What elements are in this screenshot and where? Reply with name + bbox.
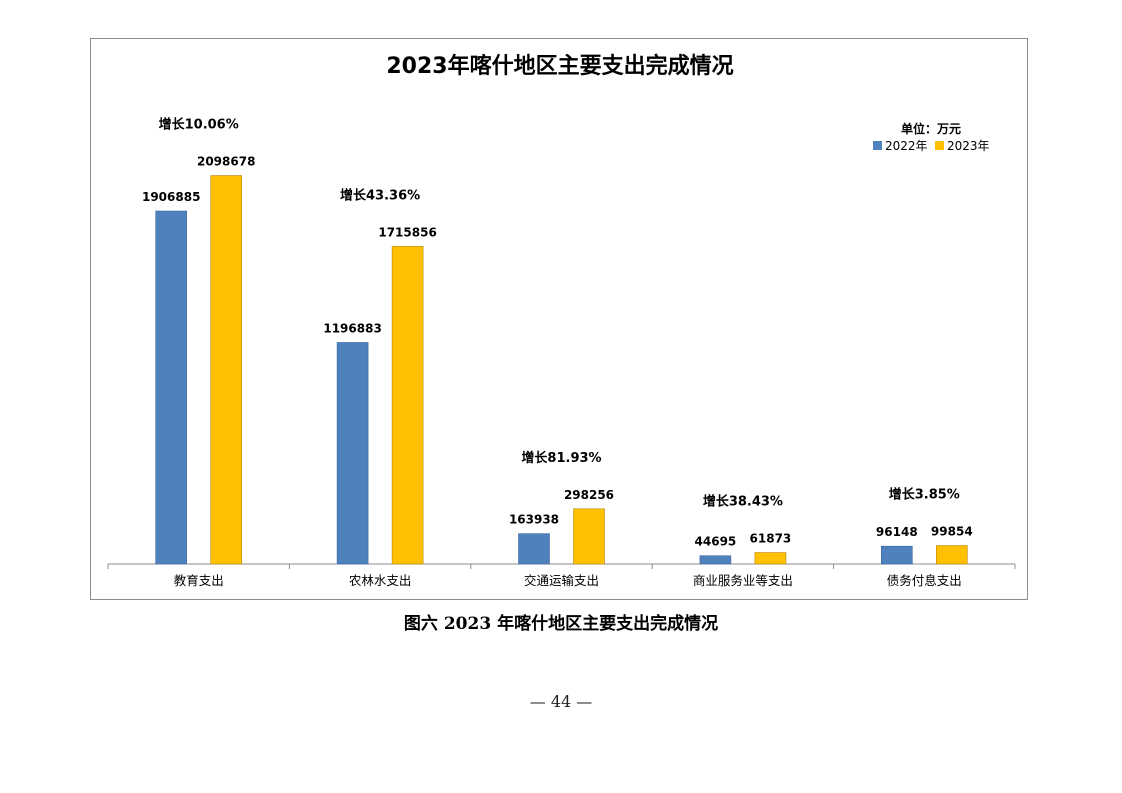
bar-2023 <box>391 246 424 565</box>
bar-2022 <box>336 342 369 565</box>
x-tick-label: 交通运输支出 <box>524 573 599 588</box>
data-label: 1196883 <box>323 321 381 335</box>
figure-caption: 图六 2023 年喀什地区主要支出完成情况 <box>403 614 719 634</box>
legend-label-2022: 2022年 <box>885 139 928 153</box>
growth-label: 增长38.43% <box>703 494 783 510</box>
x-tick-label: 商业服务业等支出 <box>693 573 793 588</box>
legend-swatch-2022 <box>873 141 882 150</box>
bar-2023 <box>573 508 605 565</box>
bar-2023 <box>935 545 968 565</box>
legend-swatch-2023 <box>935 141 944 150</box>
bar-2023 <box>210 175 242 565</box>
x-tick-label: 教育支出 <box>174 573 224 588</box>
legend-label-2023: 2023年 <box>947 139 990 153</box>
data-label: 99854 <box>931 525 973 539</box>
data-label: 298256 <box>564 488 614 502</box>
plot-area: 1906885 2098678 增长10.06% 教育支出 1196883 1715856… <box>107 117 1016 588</box>
data-label: 44695 <box>695 535 737 549</box>
growth-label: 增长10.06% <box>159 117 239 133</box>
bar-2022 <box>155 210 187 565</box>
data-label: 1906885 <box>142 190 200 204</box>
bar-2022 <box>880 545 913 565</box>
unit-label: 单位：万元 <box>901 121 961 136</box>
x-tick-label: 债务付息支出 <box>887 573 962 588</box>
data-label: 61873 <box>750 532 792 546</box>
growth-label: 增长81.93% <box>521 450 601 466</box>
chart-frame: 2023年喀什地区主要支出完成情况 单位：万元 2022年 2023年 19068… <box>90 38 1028 600</box>
growth-label: 增长3.85% <box>889 487 960 503</box>
chart-svg: 2023年喀什地区主要支出完成情况 单位：万元 2022年 2023年 19068… <box>107 53 1016 588</box>
page-number: — 44 — <box>529 692 593 711</box>
growth-label: 增长43.36% <box>340 187 420 203</box>
legend: 2022年 2023年 <box>873 139 990 153</box>
bar-2023 <box>754 552 787 565</box>
x-tick-label: 农林水支出 <box>349 573 412 588</box>
data-label: 1715856 <box>378 225 436 239</box>
data-label: 96148 <box>876 525 918 539</box>
data-label: 163938 <box>509 513 559 527</box>
data-label: 2098678 <box>197 155 255 169</box>
bar-2022 <box>699 555 732 565</box>
chart-title: 2023年喀什地区主要支出完成情况 <box>386 53 733 79</box>
bar-2022 <box>518 533 550 565</box>
